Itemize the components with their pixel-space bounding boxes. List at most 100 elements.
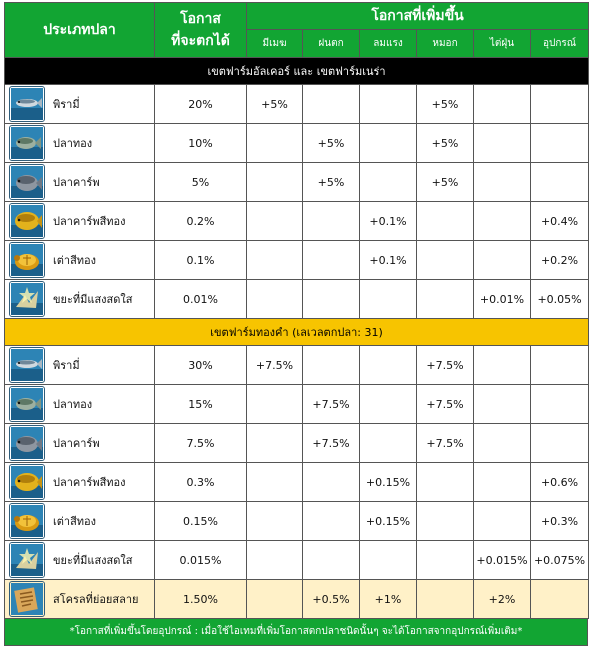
fish-cell: ปลาทอง	[4, 123, 155, 163]
carp-icon	[9, 425, 45, 461]
fish-cell: ปลาคาร์พ	[4, 162, 155, 202]
table-row: ปลาคาร์พ 7.5% +7.5% +7.5%	[4, 423, 590, 463]
golden-turtle-icon	[9, 242, 45, 278]
header-condition-fog: หมอก	[416, 29, 474, 58]
bonus-cell-typhoon	[473, 162, 531, 202]
bonus-cell-typhoon	[473, 501, 531, 541]
bonus-cell-fog	[416, 540, 474, 580]
bonus-cell-typhoon	[473, 240, 531, 280]
bonus-cell-typhoon: +0.01%	[473, 279, 531, 319]
header-catch-chance-line1: โอกาส	[180, 11, 221, 27]
bonus-cell-wind: +0.1%	[359, 240, 417, 280]
bonus-cell-cloudy	[246, 240, 303, 280]
fish-cell: ปลาคาร์พสีทอง	[4, 201, 155, 241]
bonus-cell-rain	[302, 279, 360, 319]
bonus-cell-equipment	[529, 84, 590, 124]
bonus-cell-fog: +7.5%	[416, 423, 474, 463]
bonus-cell-fog	[416, 201, 474, 241]
bonus-cell-cloudy	[246, 540, 303, 580]
bonus-cell-fog: +7.5%	[416, 384, 474, 424]
bonus-cell-rain: +5%	[302, 123, 360, 163]
bonus-cell-cloudy	[246, 201, 303, 241]
fish-name: เต่าสีทอง	[53, 254, 97, 267]
bonus-cell-rain	[302, 501, 360, 541]
bonus-cell-wind	[359, 540, 417, 580]
sardine-fish-icon	[9, 86, 45, 122]
bonus-cell-rain: +7.5%	[302, 423, 360, 463]
bonus-cell-typhoon: +2%	[473, 579, 531, 619]
fish-cell: เต่าสีทอง	[4, 501, 155, 541]
fish-cell: ปลาคาร์พ	[4, 423, 155, 463]
bonus-cell-fog	[416, 501, 474, 541]
catch-chance-cell: 0.15%	[154, 501, 247, 541]
bonus-cell-rain	[302, 84, 360, 124]
fishing-chance-table-container: ประเภทปลา โอกาส ที่จะตกได้ โอกาสที่เพิ่ม…	[3, 2, 590, 646]
bonus-cell-fog	[416, 579, 474, 619]
shiny-junk-icon	[9, 281, 45, 317]
fish-cell: ปลาคาร์พสีทอง	[4, 462, 155, 502]
bonus-cell-cloudy: +5%	[246, 84, 303, 124]
fish-cell: ขยะที่มีแสงสดใส	[4, 540, 155, 580]
bonus-cell-cloudy	[246, 579, 303, 619]
table-row: ปลาคาร์พ 5% +5% +5%	[4, 162, 590, 202]
fish-cell: สโครลที่ย่อยสลาย	[4, 579, 155, 619]
bonus-cell-cloudy	[246, 162, 303, 202]
fish-cell: ขยะที่มีแสงสดใส	[4, 279, 155, 319]
bonus-cell-typhoon	[473, 84, 531, 124]
bonus-cell-rain	[302, 462, 360, 502]
table-row: เต่าสีทอง 0.15% +0.15% +0.3%	[4, 501, 590, 541]
bonus-cell-typhoon	[473, 423, 531, 463]
fish-cell: พิรามี่	[4, 345, 155, 385]
bonus-cell-wind	[359, 384, 417, 424]
catch-chance-cell: 20%	[154, 84, 247, 124]
bonus-cell-typhoon	[473, 345, 531, 385]
bonus-cell-rain: +5%	[302, 162, 360, 202]
bonus-cell-fog	[416, 240, 474, 280]
catch-chance-cell: 0.1%	[154, 240, 247, 280]
bonus-cell-wind: +0.1%	[359, 201, 417, 241]
fish-name: ปลาคาร์พสีทอง	[53, 476, 126, 489]
table-row: ปลาทอง 10% +5% +5%	[4, 123, 590, 163]
shiny-junk-icon	[9, 542, 45, 578]
bonus-cell-typhoon	[473, 201, 531, 241]
goldfish-icon	[9, 386, 45, 422]
section-title: เขตฟาร์มอัลเคอร์ และ เขตฟาร์มเนร่า	[3, 57, 590, 85]
fish-name: ปลาทอง	[53, 137, 93, 150]
header-condition-equipment: อุปกรณ์	[529, 29, 590, 58]
bonus-cell-equipment	[529, 384, 590, 424]
catch-chance-cell: 10%	[154, 123, 247, 163]
header-condition-wind: ลมแรง	[359, 29, 417, 58]
bonus-cell-wind: +0.15%	[359, 462, 417, 502]
goldfish-icon	[9, 125, 45, 161]
fish-name: ขยะที่มีแสงสดใส	[53, 293, 133, 306]
table-row: ปลาคาร์พสีทอง 0.2% +0.1% +0.4%	[4, 201, 590, 241]
fish-cell: ปลาทอง	[4, 384, 155, 424]
bonus-cell-wind	[359, 279, 417, 319]
table-row: ขยะที่มีแสงสดใส 0.01% +0.01% +0.05%	[4, 279, 590, 319]
bonus-cell-equipment: +0.6%	[529, 462, 590, 502]
table-row: พิรามี่ 30% +7.5% +7.5%	[4, 345, 590, 385]
header-catch-chance-line2: ที่จะตกได้	[171, 33, 230, 49]
bonus-cell-equipment	[529, 345, 590, 385]
bonus-cell-wind	[359, 84, 417, 124]
bonus-cell-rain	[302, 345, 360, 385]
table-row: เต่าสีทอง 0.1% +0.1% +0.2%	[4, 240, 590, 280]
bonus-cell-cloudy	[246, 423, 303, 463]
catch-chance-cell: 0.2%	[154, 201, 247, 241]
golden-turtle-icon	[9, 503, 45, 539]
table-body: เขตฟาร์มอัลเคอร์ และ เขตฟาร์มเนร่าพิรามี…	[3, 57, 590, 619]
section-title: เขตฟาร์มทองคำ (เลเวลตกปลา: 31)	[3, 318, 590, 346]
bonus-cell-cloudy	[246, 501, 303, 541]
bonus-cell-fog: +5%	[416, 162, 474, 202]
bonus-cell-equipment: +0.05%	[529, 279, 590, 319]
bonus-cell-typhoon: +0.015%	[473, 540, 531, 580]
bonus-cell-fog	[416, 462, 474, 502]
bonus-cell-fog: +5%	[416, 123, 474, 163]
catch-chance-cell: 0.3%	[154, 462, 247, 502]
golden-carp-icon	[9, 464, 45, 500]
bonus-cell-equipment: +0.2%	[529, 240, 590, 280]
decayed-skeleton-icon	[9, 581, 45, 617]
bonus-cell-equipment: +0.075%	[529, 540, 590, 580]
bonus-cell-equipment	[529, 123, 590, 163]
header-condition-typhoon: ไต่ฝุ่น	[473, 29, 531, 58]
